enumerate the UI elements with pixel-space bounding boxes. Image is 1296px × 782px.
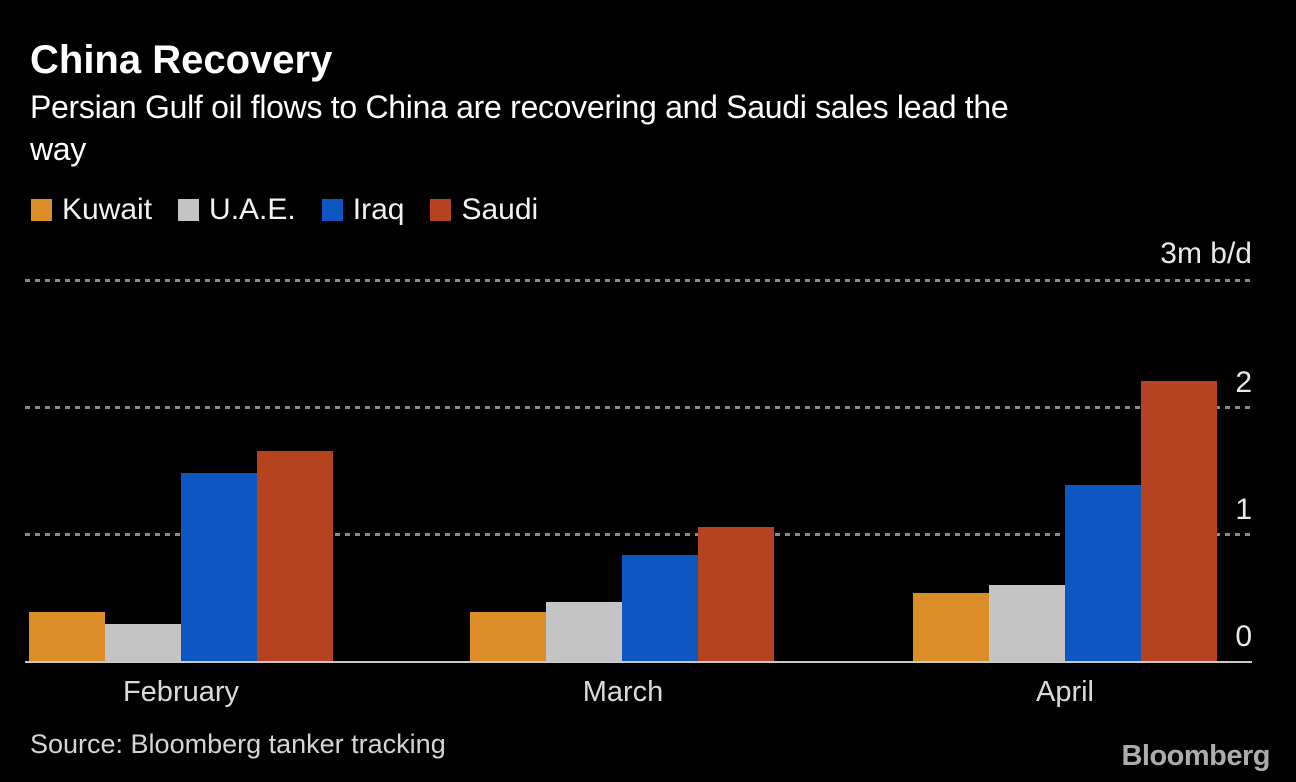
y-tick-label-0: 0 [1235,620,1252,653]
legend-label: Iraq [352,193,405,226]
y-axis-unit-label: 3m b/d [1160,237,1252,270]
legend-label: Saudi [461,193,539,226]
bar-february-iraq [181,473,257,662]
chart-subtitle-line2: way [30,131,87,167]
bloomberg-logo: Bloomberg [1121,740,1270,772]
legend-swatch-icon [31,199,52,221]
chart-title: China Recovery [30,38,333,82]
chart-subtitle: Persian Gulf oil flows to China are reco… [30,86,1009,170]
gridline-3 [25,279,1250,282]
x-axis-label-february: February [122,676,240,708]
bar-april-saudi [1141,381,1217,662]
x-axis-label-march: March [582,676,664,708]
legend-label: U.A.E. [209,193,296,226]
source-note: Source: Bloomberg tanker tracking [30,729,446,759]
bar-february-uae [105,624,181,662]
legend-label: Kuwait [62,193,153,226]
bar-march-uae [546,602,622,662]
legend-item-iraq: Iraq [321,193,405,226]
bar-march-kuwait [470,612,546,662]
bar-february-kuwait [29,612,105,662]
gridline-2 [25,406,1250,409]
x-axis-baseline [25,661,1252,663]
y-tick-label-2: 2 [1235,366,1252,399]
legend-swatch-icon [430,199,452,221]
bar-february-saudi [257,451,333,662]
gridline-1 [25,533,1250,536]
bar-march-saudi [698,527,774,662]
bar-april-uae [989,585,1065,662]
y-tick-label-1: 1 [1235,493,1252,526]
bar-april-kuwait [913,593,989,662]
bar-april-iraq [1065,485,1141,662]
x-axis-label-april: April [1035,676,1094,708]
legend-item-saudi: Saudi [430,195,538,225]
chart-legend: Kuwait U.A.E. Iraq Saudi [31,193,538,227]
legend-item-uae: U.A.E. [178,195,296,225]
legend-swatch-icon [178,199,200,221]
bar-march-iraq [622,555,698,662]
legend-swatch-icon [321,199,343,221]
legend-item-kuwait: Kuwait [31,195,152,225]
chart-subtitle-line1: Persian Gulf oil flows to China are reco… [30,89,1009,125]
